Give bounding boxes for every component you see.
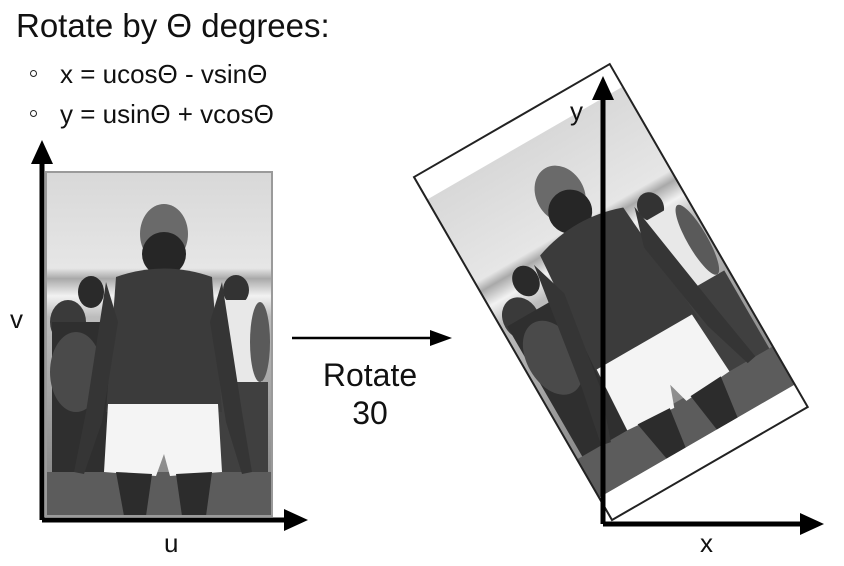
rotate-caption-line2: 30 <box>352 395 388 431</box>
left-axes <box>31 140 308 531</box>
right-axes <box>592 76 824 535</box>
right-y-axis-label: y <box>570 96 583 126</box>
original-image <box>45 171 273 517</box>
formula-x-text: x = ucosΘ - vsinΘ <box>60 59 268 89</box>
rotate-caption-line1: Rotate <box>322 357 418 393</box>
formula-y: y = usinΘ + vcosΘ <box>28 96 274 136</box>
slide-title: Rotate by Θ degrees: <box>16 7 330 44</box>
right-x-axis-label: x <box>700 528 713 558</box>
left-x-axis-label: u <box>164 528 179 558</box>
rotate-caption: Rotate 30 <box>300 356 440 432</box>
hollow-circle-bullet-icon <box>30 110 37 117</box>
hollow-circle-bullet-icon <box>30 70 37 77</box>
formula-x: x = ucosΘ - vsinΘ <box>28 56 274 96</box>
rotated-image <box>412 62 810 522</box>
rotation-arrow <box>292 330 452 346</box>
formula-list: x = ucosΘ - vsinΘ y = usinΘ + vcosΘ <box>28 56 274 136</box>
left-y-axis-label: v <box>10 304 23 334</box>
formula-y-text: y = usinΘ + vcosΘ <box>60 99 274 129</box>
